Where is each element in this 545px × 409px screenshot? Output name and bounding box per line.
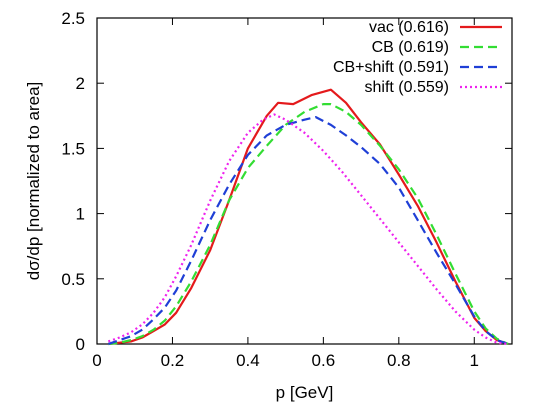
series-line-4 bbox=[107, 113, 509, 346]
series-line-2 bbox=[108, 102, 509, 346]
x-tick-label: 0.2 bbox=[161, 351, 185, 370]
y-axis-title: dσ/dp [normalized to area] bbox=[24, 82, 43, 281]
x-tick-label: 0.6 bbox=[312, 351, 336, 370]
x-axis-title: p [GeV] bbox=[276, 383, 334, 402]
x-tick-label: 0 bbox=[92, 351, 101, 370]
legend-label: CB (0.619) bbox=[372, 39, 449, 56]
y-tick-label: 0.5 bbox=[61, 270, 85, 289]
series-line-3 bbox=[107, 115, 509, 346]
x-tick-label: 0.4 bbox=[236, 351, 260, 370]
y-tick-label: 0 bbox=[76, 335, 85, 354]
legend: vac (0.616) CB (0.619) CB+shift (0.591) shi… bbox=[333, 19, 502, 96]
y-tick-label: 1.5 bbox=[61, 139, 85, 158]
legend-label: vac (0.616) bbox=[369, 19, 449, 36]
series-line-1 bbox=[108, 88, 509, 346]
axis-layer: 0 0.2 0.4 0.6 0.8 1 0 0.5 1 1.5 2 2.5 bbox=[61, 9, 513, 370]
plot-frame bbox=[96, 17, 513, 345]
y-tick-label: 1 bbox=[76, 205, 85, 224]
y-tick-label: 2.5 bbox=[61, 9, 85, 28]
series-layer bbox=[107, 88, 509, 346]
legend-label: CB+shift (0.591) bbox=[333, 59, 449, 76]
y-tick-label: 2 bbox=[76, 74, 85, 93]
legend-label: shift (0.559) bbox=[365, 79, 449, 96]
x-tick-label: 1 bbox=[470, 351, 479, 370]
x-tick-label: 0.8 bbox=[387, 351, 411, 370]
